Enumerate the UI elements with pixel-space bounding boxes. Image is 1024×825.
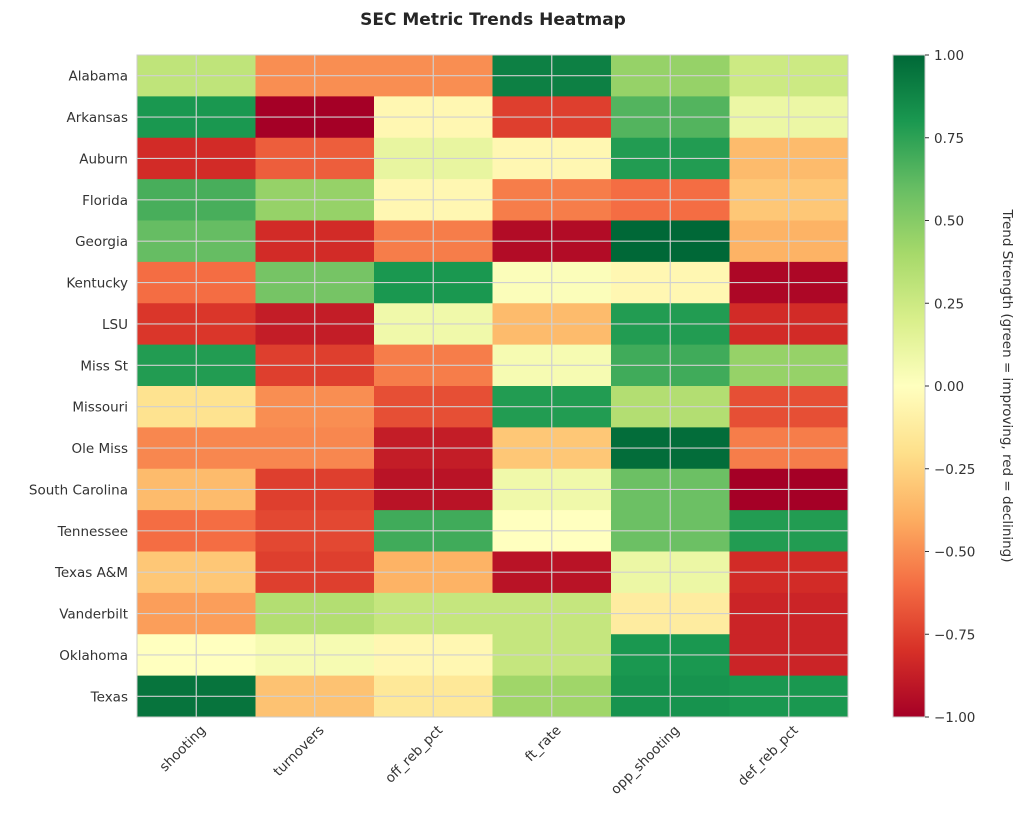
column-label: def_reb_pct <box>735 723 802 790</box>
row-label: South Carolina <box>29 482 128 498</box>
colorbar-tick-label: 0.00 <box>934 379 964 395</box>
colorbar-tick-label: 0.25 <box>934 296 964 312</box>
colorbar-ticks: 1.00 0.75 0.50 0.25 0.00 −0.25 −0.50 −0.75 −1.00 <box>925 48 975 726</box>
column-labels: shooting turnovers off_reb_pct ft_rate opp_s… <box>157 723 802 798</box>
plot-frame <box>136 54 849 718</box>
colorbar-tick-label: −0.50 <box>934 545 975 561</box>
row-label: Vanderbilt <box>59 607 128 623</box>
colorbar-tick-label: 1.00 <box>934 48 964 64</box>
row-label: Georgia <box>75 234 128 250</box>
colorbar-tick-label: −0.25 <box>934 462 975 478</box>
colorbar-tick-label: 0.75 <box>934 131 964 147</box>
row-label: Florida <box>82 193 128 209</box>
row-label: Texas <box>90 689 128 705</box>
chart-title: SEC Metric Trends Heatmap <box>360 10 626 30</box>
column-label: ft_rate <box>522 723 564 765</box>
row-label: Arkansas <box>66 110 128 126</box>
row-label: Alabama <box>68 69 128 85</box>
grid-lines <box>137 55 848 717</box>
row-label: Auburn <box>79 151 128 167</box>
colorbar-tick-label: 0.50 <box>934 214 964 230</box>
column-label: off_reb_pct <box>382 723 446 787</box>
column-label: shooting <box>157 723 210 776</box>
colorbar-tick-label: −1.00 <box>934 710 975 726</box>
colorbar-label: Trend Strength (green = improving, red =… <box>999 208 1015 562</box>
row-label: LSU <box>102 317 128 333</box>
row-label: Missouri <box>72 400 128 416</box>
row-label: Miss St <box>80 358 128 374</box>
column-label: opp_shooting <box>608 723 683 798</box>
column-label: turnovers <box>270 723 327 780</box>
row-label: Texas A&M <box>54 565 128 581</box>
row-label: Kentucky <box>66 276 128 292</box>
colorbar <box>892 54 926 718</box>
row-label: Ole Miss <box>72 441 128 457</box>
row-label: Oklahoma <box>59 648 128 664</box>
heatmap-cells <box>137 55 849 718</box>
colorbar-tick-label: −0.75 <box>934 627 975 643</box>
row-label: Tennessee <box>57 524 128 540</box>
row-labels: Alabama Arkansas Auburn Florida Georgia Kentu… <box>29 69 128 706</box>
